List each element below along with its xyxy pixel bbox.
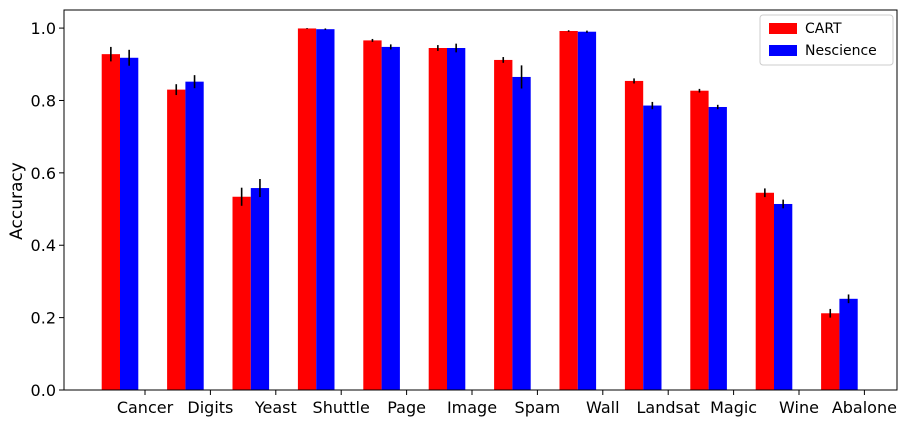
y-tick-label: 0.8 (31, 91, 56, 110)
plot-frame (63, 9, 898, 391)
bar-cart-magic (690, 90, 709, 390)
x-tick-label-landsat: Landsat (636, 398, 699, 417)
bar-nescience-wall (577, 31, 597, 390)
x-tick-label-shuttle: Shuttle (313, 398, 370, 417)
bar-nescience-yeast (250, 188, 270, 390)
bar-cart-cancer (101, 54, 120, 391)
bar-nescience-landsat (643, 105, 662, 391)
y-tick-label: 0.4 (31, 236, 56, 255)
bar-nescience-shuttle (316, 29, 335, 391)
y-tick-label: 0.6 (31, 164, 56, 183)
bar-cart-abalone (821, 313, 840, 390)
bar-cart-page (363, 40, 382, 391)
axes-layer: 0.0 0.2 0.4 0.6 0.8 1.0 Cancer Digits Yeast Shutt… (31, 9, 898, 417)
x-tick-label-spam: Spam (515, 398, 561, 417)
legend: CART Nescience (759, 14, 894, 66)
x-tick-label-magic: Magic (710, 398, 757, 417)
bar-cart-wall (559, 30, 578, 390)
y-axis-label: Accuracy (7, 162, 27, 240)
bar-cart-shuttle (297, 28, 317, 390)
legend-swatch-nescience (769, 45, 797, 56)
y-tick-label: 1.0 (31, 19, 56, 38)
x-tick-label-wine: Wine (779, 398, 819, 417)
legend-swatch-cart (769, 23, 797, 34)
y-tick-label: 0.2 (31, 309, 56, 328)
bar-nescience-image (447, 48, 466, 390)
legend-label-nescience: Nescience (805, 43, 877, 59)
bars-layer (101, 28, 858, 391)
x-tick-label-abalone: Abalone (832, 398, 897, 417)
x-tick-label-cancer: Cancer (117, 398, 174, 417)
bar-nescience-wine (774, 203, 793, 390)
error-bars-layer (110, 28, 850, 318)
x-tick-label-digits: Digits (187, 398, 233, 417)
bar-nescience-page (381, 46, 400, 391)
bar-cart-yeast (232, 196, 251, 390)
bar-cart-digits (167, 89, 186, 390)
x-tick-label-yeast: Yeast (254, 398, 297, 417)
bar-nescience-spam (512, 76, 531, 390)
x-tick-label-page: Page (387, 398, 426, 417)
bar-cart-spam (494, 59, 513, 390)
bar-nescience-abalone (839, 298, 858, 390)
bar-cart-wine (755, 192, 774, 390)
x-tick-label-wall: Wall (586, 398, 620, 417)
y-tick-label: 0.0 (31, 381, 56, 400)
x-tick-label-image: Image (447, 398, 497, 417)
legend-label-cart: CART (805, 21, 842, 37)
bar-nescience-cancer (120, 57, 139, 391)
bar-nescience-digits (185, 81, 204, 391)
bar-nescience-magic (708, 106, 727, 390)
bar-cart-image (428, 48, 447, 390)
bar-cart-landsat (624, 80, 644, 390)
